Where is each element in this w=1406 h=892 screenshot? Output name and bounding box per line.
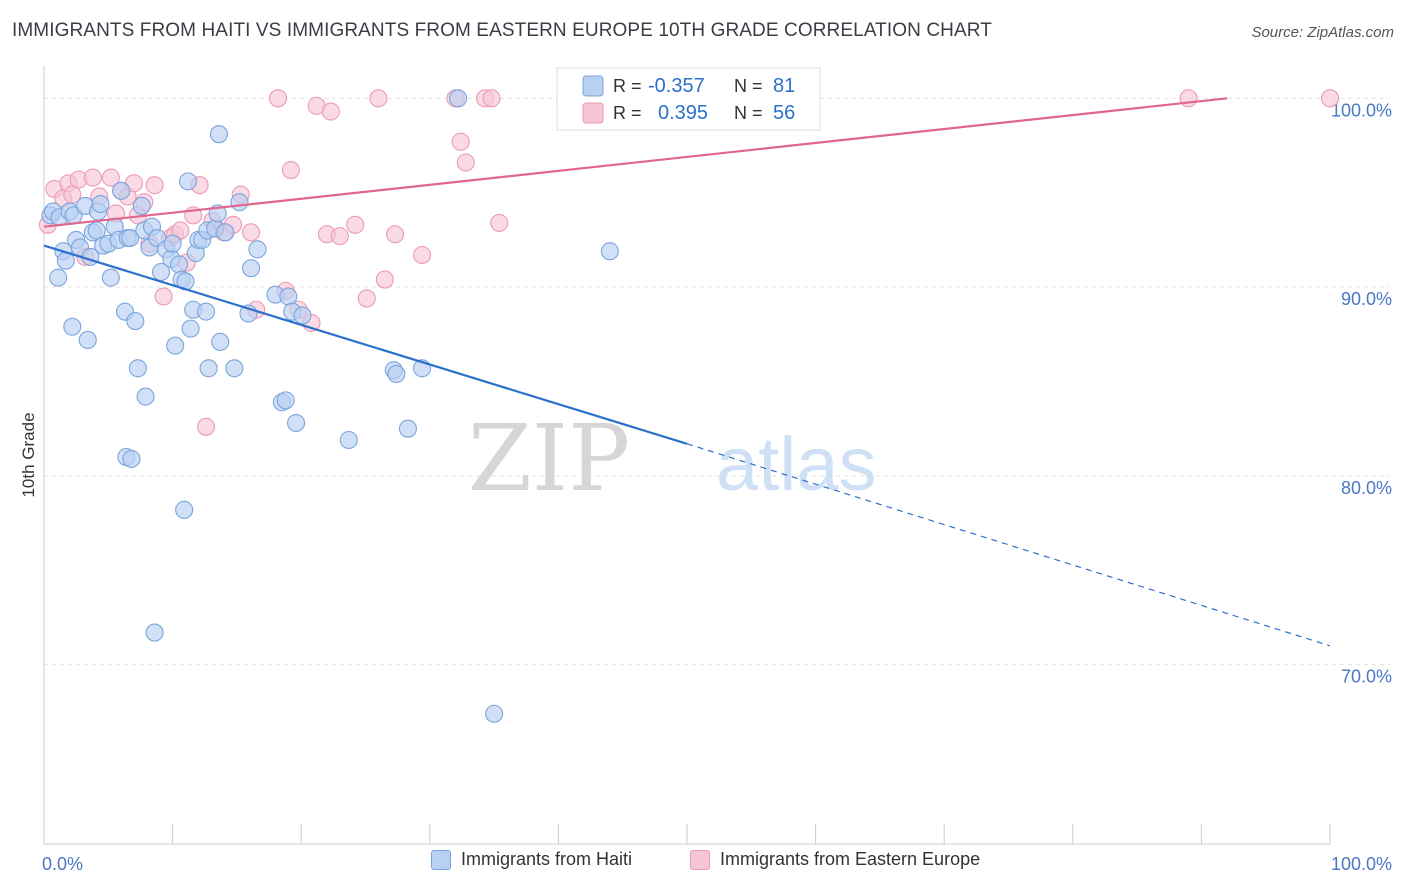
haiti-point-8 (63, 317, 82, 336)
eastern-europe-point-40 (321, 102, 340, 121)
legend-label-haiti: Immigrants from Haiti (461, 849, 633, 869)
eastern-europe-point-17 (145, 176, 164, 195)
haiti-point-33 (136, 387, 155, 406)
legend-swatch-eastern-europe (690, 849, 710, 870)
trend-line-haiti-extrapolated (686, 443, 1331, 647)
y-tick-label-90: 90.0% (1341, 289, 1392, 309)
legend-r-value-eastern-europe: 0.395 (658, 102, 708, 124)
eastern-europe-point-25 (196, 417, 216, 436)
legend-label-eastern-europe: Immigrants from Eastern Europe (720, 849, 981, 869)
legend-swatch-haiti (582, 75, 604, 97)
haiti-point-58 (209, 125, 228, 144)
chart-title: IMMIGRANTS FROM HAITI VS IMMIGRANTS FROM… (12, 20, 992, 41)
haiti-point-59 (211, 332, 230, 351)
eastern-europe-point-47 (413, 245, 432, 265)
haiti-point-78 (449, 89, 468, 108)
legend-n-label-eastern-europe: N = (734, 103, 763, 123)
haiti-point-29 (126, 312, 145, 331)
eastern-europe-point-42 (346, 215, 365, 234)
eastern-europe-point-31 (241, 223, 261, 242)
haiti-point-31 (132, 196, 151, 215)
haiti-point-68 (276, 391, 295, 410)
trend-line-eastern-europe (43, 97, 1228, 228)
trend-line-haiti (43, 244, 688, 445)
haiti-point-36 (145, 623, 164, 642)
source-label: Source: ZipAtlas.com (1251, 24, 1394, 41)
legend-r-label-eastern-europe: R = (613, 103, 642, 123)
legend-r-value-haiti: -0.357 (648, 75, 705, 97)
haiti-point-23 (112, 181, 131, 200)
y-tick-label-80: 80.0% (1341, 478, 1392, 498)
grid-layer: 70.0% 80.0% 90.0% 100.0% (44, 97, 1392, 687)
legend-item-haiti[interactable]: Immigrants from Haiti (431, 849, 632, 870)
haiti-point-65 (248, 240, 267, 259)
legend-swatch-haiti (431, 849, 451, 870)
legend-n-label-haiti: N = (734, 76, 763, 96)
haiti-point-64 (241, 259, 261, 278)
legend-r-label-haiti: R = (613, 76, 642, 96)
legend-item-eastern-europe[interactable]: Immigrants from Eastern Europe (690, 849, 980, 870)
haiti-point-61 (225, 359, 244, 378)
haiti-point-12 (78, 330, 97, 350)
haiti-point-73 (339, 430, 358, 450)
haiti-point-43 (169, 255, 189, 274)
haiti-point-42 (166, 336, 185, 355)
eastern-europe-point-44 (369, 89, 388, 108)
eastern-europe-point-54 (1179, 89, 1198, 108)
haiti-point-3 (49, 268, 68, 287)
haiti-point-60 (216, 223, 235, 242)
y-tick-label-100: 100.0% (1331, 100, 1392, 120)
legend-bottom: Immigrants from Haiti Immigrants from Ea… (0, 849, 1406, 879)
haiti-point-75 (387, 364, 406, 383)
eastern-europe-point-45 (375, 270, 394, 289)
haiti-point-27 (121, 228, 140, 248)
y-axis-label: 10th Grade (19, 412, 38, 497)
haiti-point-20 (101, 268, 120, 287)
haiti-point-80 (485, 704, 504, 723)
eastern-europe-point-52 (482, 89, 501, 108)
eastern-europe-point-46 (386, 225, 405, 244)
haiti-point-55 (199, 359, 218, 378)
eastern-europe-point-55 (1320, 89, 1340, 108)
legend-n-value-eastern-europe: 56 (773, 102, 795, 124)
x-tick-label-min: 0.0% (42, 854, 83, 874)
haiti-point-45 (175, 500, 194, 519)
haiti-point-47 (178, 172, 198, 191)
eastern-europe-point-41 (330, 227, 349, 246)
haiti-point-71 (287, 413, 306, 433)
haiti-point-17 (91, 194, 110, 214)
series-eastern-europe-points (38, 89, 1340, 436)
y-tick-label-70: 70.0% (1341, 667, 1392, 687)
eastern-europe-point-9 (101, 168, 120, 187)
haiti-point-41 (163, 234, 182, 253)
legend-top: R = -0.357 N = 81 R = 0.395 N = 56 (556, 67, 821, 131)
legend-swatch-eastern-europe (582, 102, 604, 124)
haiti-point-76 (398, 419, 417, 438)
haiti-point-30 (128, 359, 147, 378)
watermark-atlas: atlas (716, 422, 877, 507)
haiti-point-69 (279, 287, 298, 306)
eastern-europe-point-53 (490, 213, 509, 232)
haiti-point-28 (122, 449, 141, 468)
eastern-europe-point-50 (456, 153, 475, 172)
legend-n-value-haiti: 81 (773, 75, 795, 97)
eastern-europe-point-43 (357, 289, 376, 308)
eastern-europe-point-7 (83, 168, 102, 187)
eastern-europe-point-18 (154, 287, 173, 306)
eastern-europe-point-49 (451, 132, 470, 151)
eastern-europe-point-35 (281, 161, 300, 180)
haiti-point-79 (600, 242, 619, 261)
trend-lines (43, 97, 1331, 647)
watermark-zip: ZIP (468, 405, 630, 512)
haiti-point-15 (87, 221, 106, 240)
x-tick-label-max: 100.0% (1331, 854, 1392, 874)
haiti-point-72 (293, 306, 312, 325)
watermark: ZIP atlas (468, 405, 877, 512)
eastern-europe-point-33 (269, 89, 288, 108)
haiti-point-62 (230, 193, 249, 212)
haiti-point-48 (181, 319, 200, 338)
axis-layer: 0.0% 100.0% (42, 66, 1392, 874)
haiti-point-53 (196, 302, 216, 321)
